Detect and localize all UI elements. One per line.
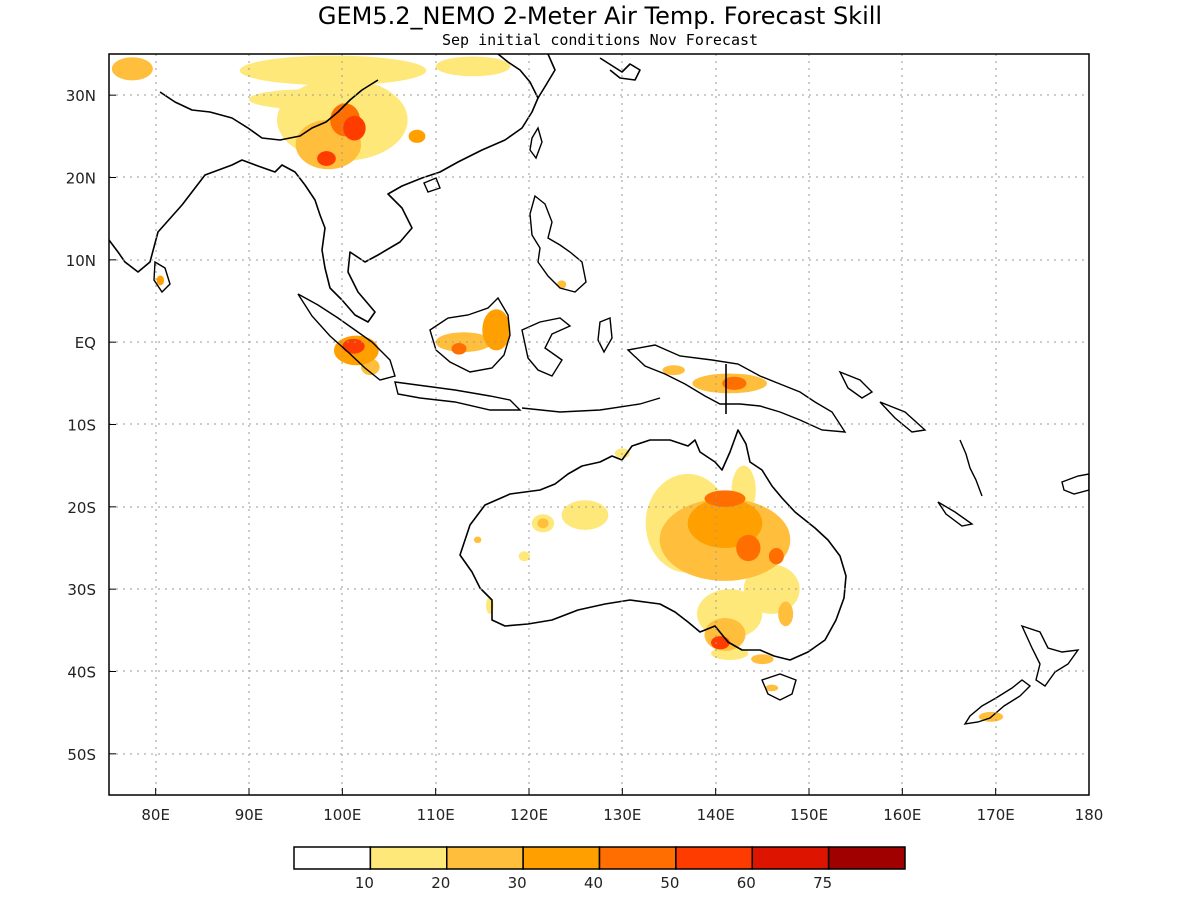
coastline-halmahera <box>597 317 613 354</box>
skill-region-38 <box>736 534 761 562</box>
skill-region-2 <box>435 56 511 77</box>
coastline-sumatra <box>297 293 396 381</box>
y-tick-label: 20N <box>66 170 96 188</box>
skill-region-23 <box>778 601 794 627</box>
y-tick-label: 20S <box>67 499 96 517</box>
coastline-philippines <box>529 194 587 293</box>
colorbar-label: 75 <box>813 874 832 892</box>
map-title: GEM5.2_NEMO 2-Meter Air Temp. Forecast S… <box>318 2 882 30</box>
x-tick-label: 120E <box>510 806 548 824</box>
axis-ticks: 80E 90E 100E 110E 120E 130E 140E 150E 160E 170E 18… <box>66 87 1104 824</box>
y-tick-label: 50S <box>67 746 96 764</box>
skill-region-41 <box>317 151 336 166</box>
colorbar-swatch-4 <box>598 846 677 870</box>
colorbar-label: 30 <box>508 874 527 892</box>
skill-region-15 <box>111 57 153 81</box>
colorbar-swatch-5 <box>675 846 753 870</box>
y-tick-label: 30N <box>66 87 96 105</box>
skill-region-36 <box>722 376 747 390</box>
colorbar: 10 20 30 40 50 60 75 <box>293 846 906 892</box>
coastline-layer <box>109 54 1089 725</box>
colorbar-swatch-7 <box>827 846 906 870</box>
coastline-lesser-sunda <box>521 397 661 413</box>
coastline-sri-lanka <box>153 260 171 294</box>
y-tick-label: 10S <box>67 417 96 435</box>
x-tick-label: 90E <box>235 806 264 824</box>
colorbar-label: 10 <box>355 874 374 892</box>
coastline-vanuatu <box>959 439 983 497</box>
coastline-hainan <box>423 177 441 193</box>
skill-region-29 <box>408 129 426 143</box>
x-tick-label: 170E <box>977 806 1015 824</box>
colorbar-label: 50 <box>660 874 679 892</box>
colorbar-label: 60 <box>737 874 756 892</box>
colorbar-label: 20 <box>431 874 450 892</box>
skill-region-17 <box>435 332 492 353</box>
x-tick-label: 100E <box>323 806 361 824</box>
x-tick-label: 80E <box>141 806 170 824</box>
colorbar-swatch-0 <box>293 846 372 870</box>
skill-region-24 <box>751 654 774 665</box>
coastline-himalaya-border <box>159 79 379 141</box>
skill-region-1 <box>239 55 427 86</box>
skill-region-9 <box>561 500 609 530</box>
skill-region-35 <box>451 342 467 355</box>
y-tick-label: 30S <box>67 581 96 599</box>
skill-region-25 <box>537 518 549 529</box>
skill-region-19 <box>662 365 685 376</box>
y-tick-label: 10N <box>66 252 96 270</box>
coastline-sulawesi <box>521 317 572 377</box>
colorbar-label: 40 <box>584 874 603 892</box>
x-tick-label: 180 <box>1075 806 1104 824</box>
skill-region-11 <box>518 551 530 562</box>
skill-region-43 <box>711 636 730 650</box>
y-tick-label: EQ <box>75 334 96 352</box>
coastline-new-zealand-north <box>1020 624 1080 687</box>
coastline-java <box>394 381 522 411</box>
colorbar-swatch-6 <box>751 846 830 870</box>
skill-region-26 <box>473 536 482 544</box>
x-tick-label: 140E <box>697 806 735 824</box>
x-tick-label: 130E <box>603 806 641 824</box>
skill-region-31 <box>482 309 511 351</box>
coastline-new-caledonia <box>937 501 974 527</box>
coastline-bismarck <box>838 370 927 433</box>
coastline-australia <box>459 429 847 661</box>
coastline-tasmania <box>761 673 797 701</box>
skill-region-40 <box>343 115 366 141</box>
coastline-fiji <box>1061 473 1089 495</box>
y-tick-label: 40S <box>67 664 96 682</box>
map-subtitle: Sep initial conditions Nov Forecast <box>442 31 758 49</box>
skill-region-33 <box>687 498 763 548</box>
x-tick-label: 110E <box>417 806 455 824</box>
colorbar-swatch-1 <box>369 846 448 870</box>
skill-region-27 <box>765 684 779 692</box>
coastline-new-zealand-south <box>963 679 1032 725</box>
x-tick-label: 160E <box>883 806 921 824</box>
colorbar-swatch-3 <box>522 846 601 870</box>
skill-region-32 <box>156 275 165 286</box>
skill-region-39 <box>768 548 784 565</box>
skill-region-42 <box>342 338 365 354</box>
coastline-new-guinea <box>626 344 847 433</box>
skill-region-37 <box>704 490 746 507</box>
skill-region-3 <box>249 89 361 110</box>
coastline-korea-japan <box>537 54 641 99</box>
graticule <box>109 54 1089 795</box>
coastline-taiwan <box>529 126 543 160</box>
coastline-asia <box>109 54 539 323</box>
x-tick-label: 150E <box>790 806 828 824</box>
colorbar-swatch-2 <box>446 846 524 870</box>
coastline-borneo <box>429 296 511 373</box>
skill-region-20 <box>557 280 567 289</box>
